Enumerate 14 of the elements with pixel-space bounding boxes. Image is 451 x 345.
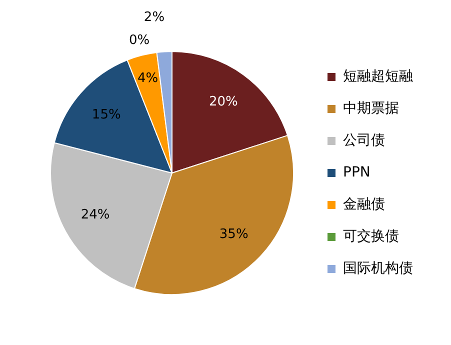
legend-label: PPN (343, 164, 370, 181)
data-label: 4% (138, 71, 158, 86)
legend-label: 公司债 (343, 132, 385, 149)
data-label: 20% (208, 94, 238, 110)
legend-label: 中期票据 (343, 100, 399, 117)
legend-label: 金融债 (343, 196, 385, 213)
text: 0% (128, 32, 150, 48)
data-label: 35% (219, 227, 248, 242)
legend-label: 短融超短融 (343, 68, 413, 85)
legend-label: 国际机构债 (343, 260, 413, 277)
data-label: 24% (80, 208, 110, 223)
data-label: 2% (144, 10, 165, 26)
legend-label: 可交换债 (343, 228, 399, 245)
data-label: 15% (92, 108, 121, 123)
